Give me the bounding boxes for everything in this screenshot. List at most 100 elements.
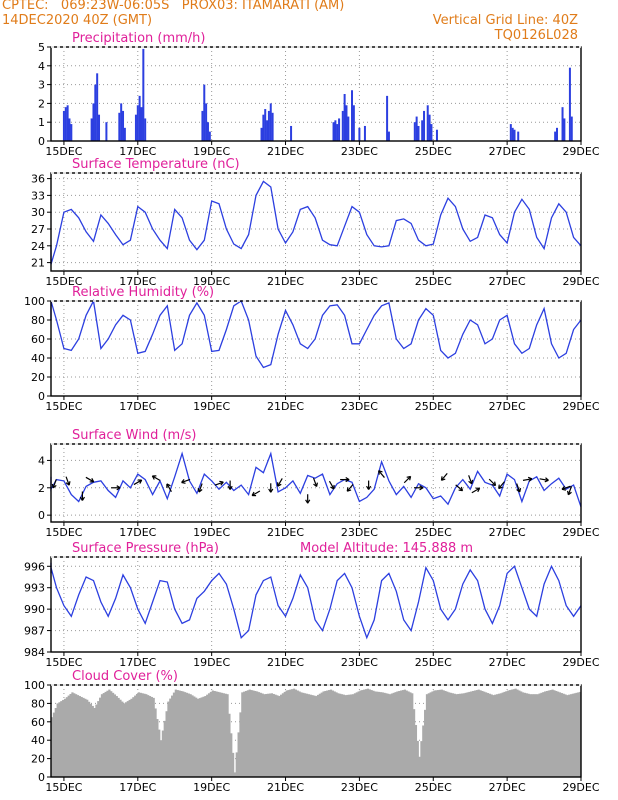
wind-arrow <box>181 478 191 484</box>
y-tick-label: 2 <box>38 97 45 110</box>
precip-bar <box>134 114 137 141</box>
y-tick-label: 36 <box>31 173 45 186</box>
cloud-bar <box>60 701 63 777</box>
cloud-bar <box>453 693 456 777</box>
cloud-bar <box>259 692 262 777</box>
y-tick-label: 20 <box>31 753 45 766</box>
cloud-bar <box>126 701 129 777</box>
cloud-bar <box>135 693 139 777</box>
cloud-bar <box>418 756 421 777</box>
cloud-bar <box>187 693 190 777</box>
cloud-bar <box>484 692 488 777</box>
wind-arrow <box>471 487 481 494</box>
x-tick-label: 17DEC <box>119 656 156 669</box>
cloud-bar <box>361 690 364 777</box>
cloud-bar <box>51 717 54 777</box>
x-tick-label: 29DEC <box>562 145 599 158</box>
y-tick-label: 21 <box>31 257 45 270</box>
cloud-bar <box>73 693 76 777</box>
precip-bar <box>334 120 337 141</box>
precip-bar <box>517 131 520 141</box>
cloud-bar <box>248 689 251 777</box>
panel-title: Surface Wind (m/s) <box>72 428 196 443</box>
x-tick-label: 15DEC <box>45 145 82 158</box>
cloud-bar <box>171 695 174 777</box>
cloud-bar <box>274 694 277 777</box>
cloud-bar <box>507 690 510 777</box>
cloud-bar <box>466 692 469 777</box>
wind-arrow <box>151 475 161 481</box>
cloud-bar <box>84 698 87 777</box>
cloud-bar <box>433 690 436 777</box>
wind-arrow <box>51 479 57 489</box>
cloud-bar <box>217 691 220 777</box>
cloud-bar <box>523 692 526 777</box>
cloud-bar <box>241 692 244 777</box>
panel-frame <box>50 46 582 142</box>
cloud-bar <box>167 701 170 777</box>
cloud-bar <box>100 694 104 777</box>
cloud-bar <box>169 698 172 777</box>
cloud-bar <box>296 690 299 777</box>
cloud-bar <box>67 695 70 777</box>
y-tick-label: 0 <box>38 771 45 784</box>
cloud-bar <box>542 692 545 777</box>
cloud-bar <box>409 692 412 777</box>
cloud-bar <box>514 688 517 777</box>
cloud-bar <box>62 699 65 777</box>
cloud-bar <box>147 695 150 777</box>
cloud-bar <box>139 692 142 777</box>
cloud-bar <box>379 692 382 777</box>
precip-bar <box>363 125 366 141</box>
cloud-bar <box>529 694 532 777</box>
cloud-bar <box>78 696 81 777</box>
precip-bar <box>332 122 335 141</box>
cloud-bar <box>477 689 480 777</box>
cloud-bar <box>455 694 458 777</box>
cloud-bar <box>86 699 89 777</box>
wind-arrow <box>346 483 354 492</box>
precip-bar <box>96 73 99 141</box>
cloud-bar <box>501 692 504 777</box>
cloud-bar <box>381 692 384 777</box>
cloud-bar <box>213 690 216 777</box>
x-tick-label: 15DEC <box>45 781 82 794</box>
precip-bar <box>423 110 426 141</box>
cloud-bar <box>143 693 146 777</box>
cloud-bar <box>473 690 477 777</box>
cloud-bar <box>388 694 392 777</box>
cloud-bar <box>165 711 168 777</box>
cloud-bar <box>320 692 323 777</box>
cloud-bar <box>200 697 203 777</box>
y-tick-label: 996 <box>24 560 45 573</box>
precip-bar <box>206 122 209 141</box>
cloud-bar <box>154 708 157 777</box>
cloud-bar <box>246 690 249 777</box>
x-tick-label: 19DEC <box>193 275 230 288</box>
cloud-bar <box>335 692 338 777</box>
y-tick-label: 24 <box>31 240 45 253</box>
panel-pressure: 984 987 990 993 996 15DEC 17DEC 19DEC 21DEC 23DEC… <box>24 541 600 669</box>
y-tick-label: 100 <box>24 295 45 308</box>
cloud-bar <box>352 694 355 777</box>
header-run-date: 14DEC2020 40Z (GMT) <box>2 13 153 28</box>
cloud-bar <box>292 688 296 777</box>
wind-arrow <box>468 475 474 485</box>
cloud-bar <box>111 692 115 777</box>
cloud-bar <box>182 691 185 777</box>
precip-bar <box>430 124 433 141</box>
cloud-bar <box>516 689 519 777</box>
cloud-bar <box>65 697 69 777</box>
cloud-bar <box>496 694 499 777</box>
cloud-bar <box>220 692 224 777</box>
cloud-bar <box>438 689 442 777</box>
precip-bar <box>561 107 564 141</box>
precip-bar <box>208 131 211 141</box>
wind-arrow <box>522 476 533 482</box>
x-tick-label: 27DEC <box>489 656 526 669</box>
cloud-bar <box>159 740 163 777</box>
cloud-bar <box>556 691 560 777</box>
cloud-bar <box>368 689 371 777</box>
x-tick-label: 19DEC <box>193 400 230 413</box>
